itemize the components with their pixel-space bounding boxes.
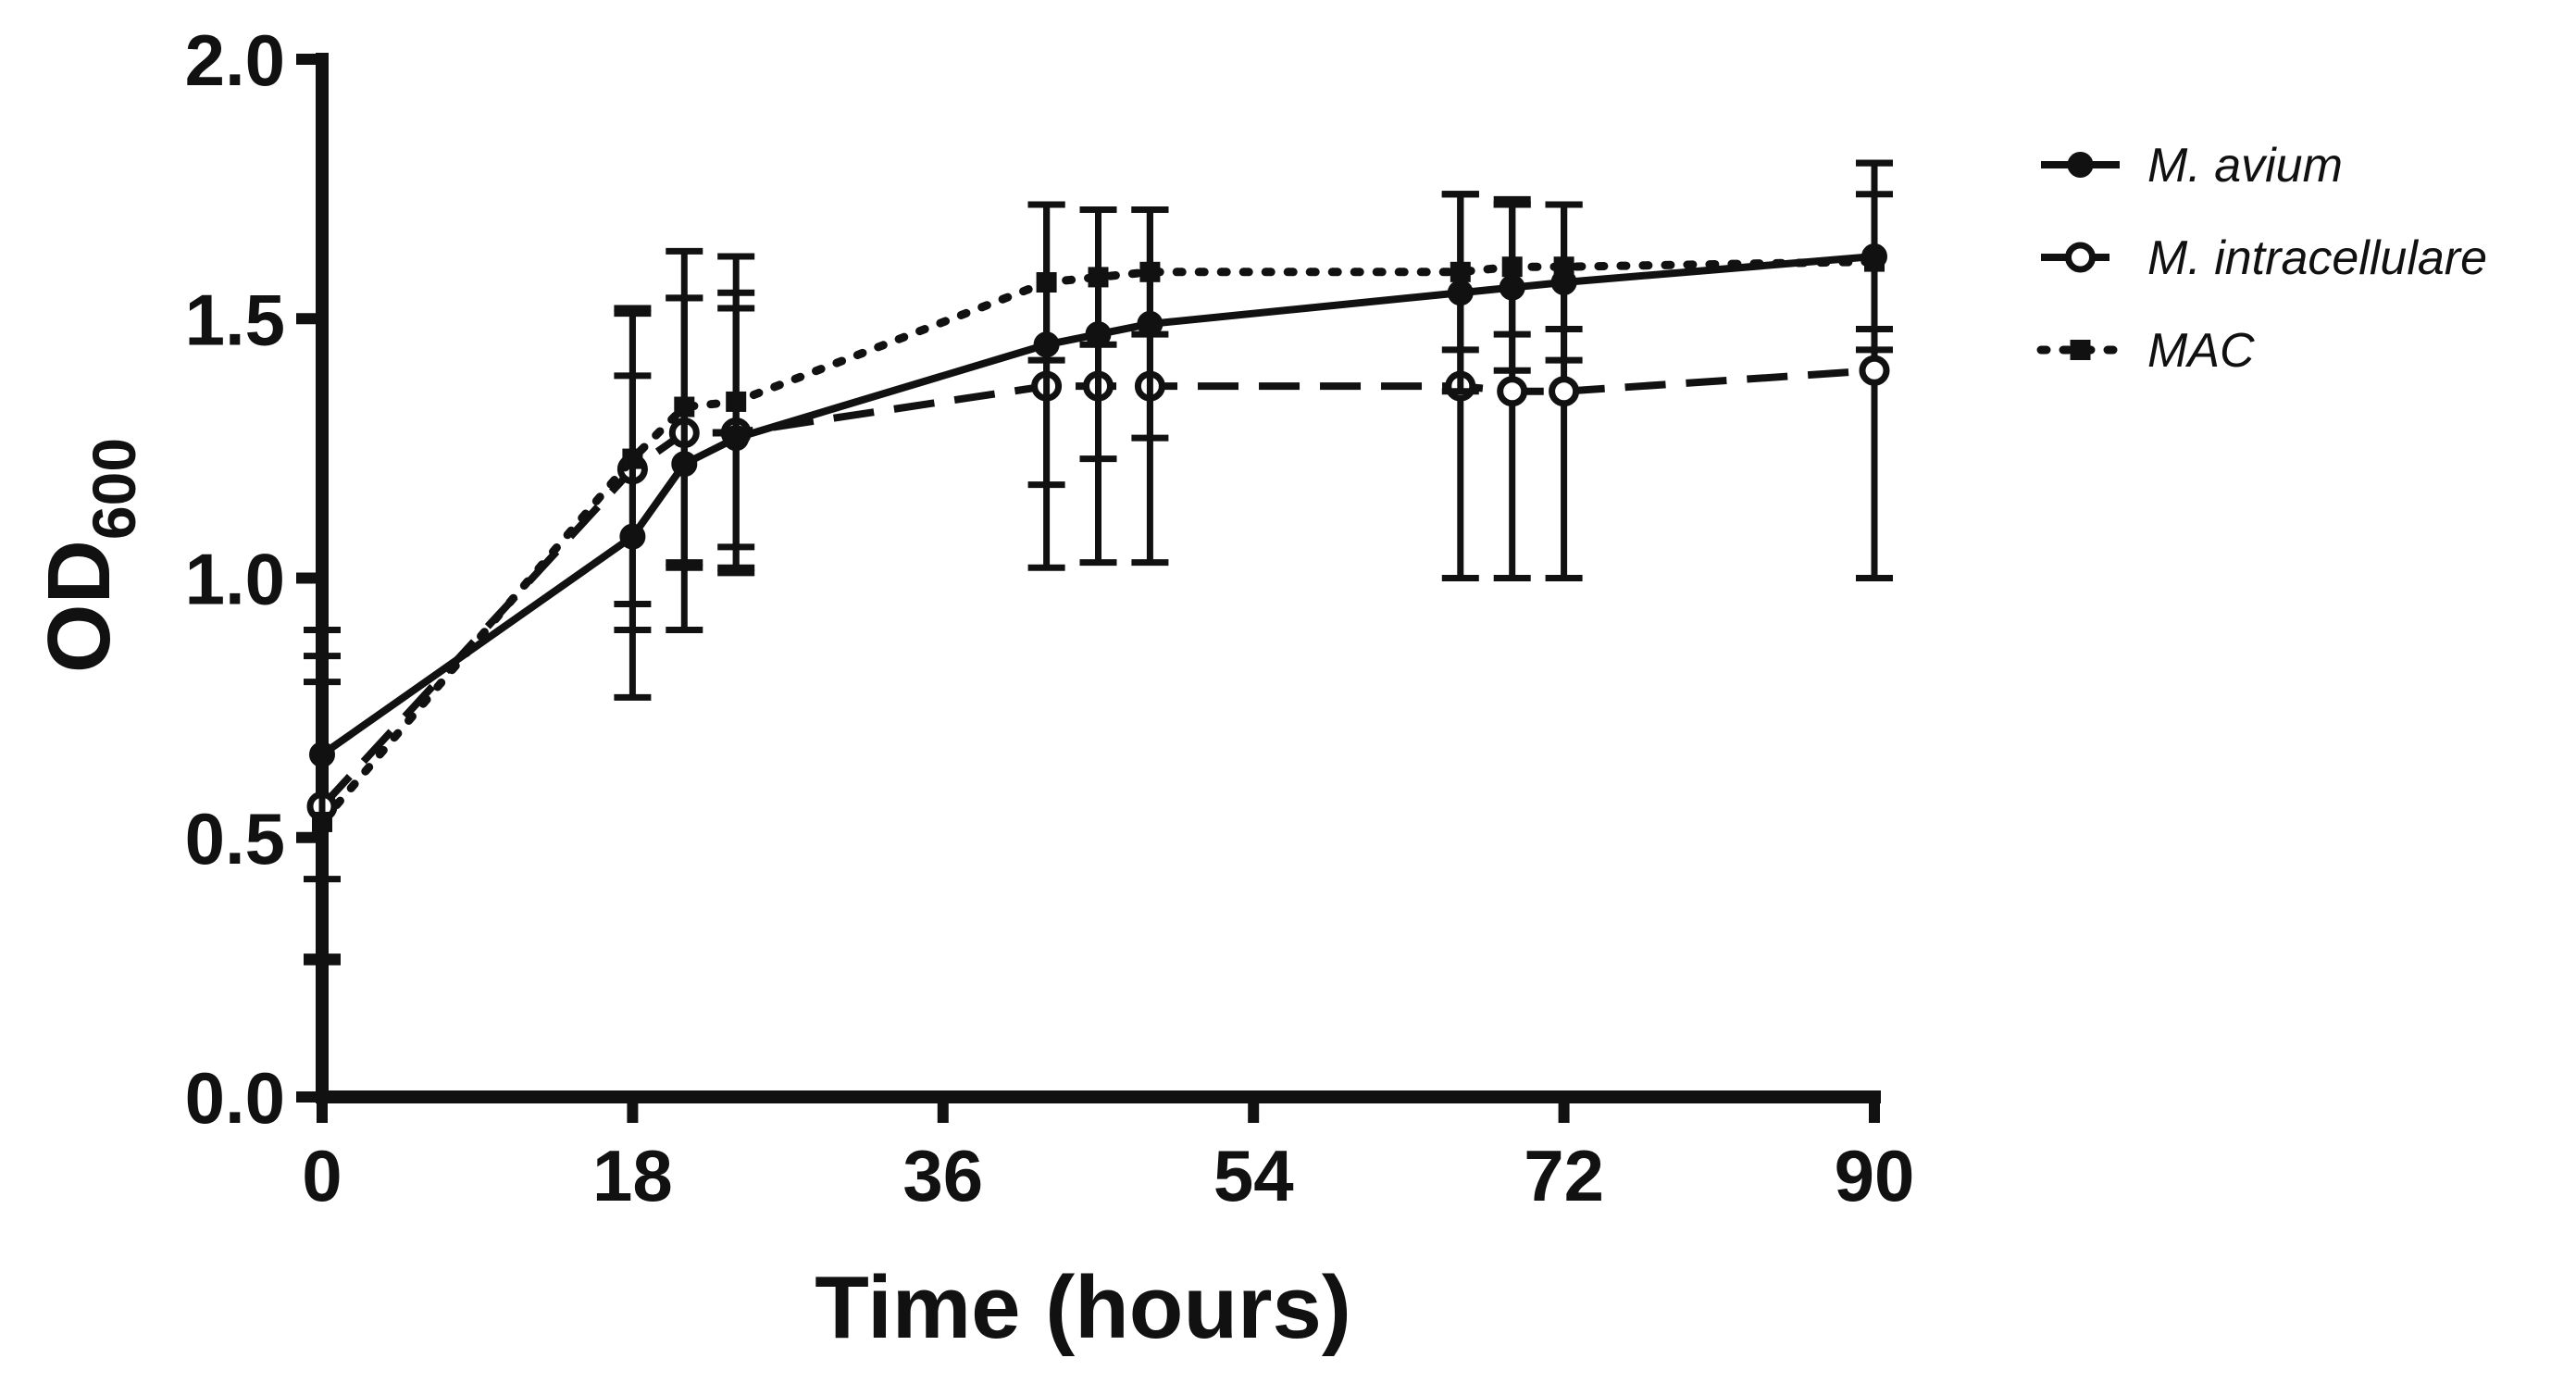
data-point-marker: [1497, 376, 1528, 407]
data-point-marker: [1550, 269, 1577, 296]
legend-item: M. avium: [2041, 139, 2343, 193]
data-point-marker: [1861, 243, 1887, 269]
data-point-marker: [1033, 331, 1060, 358]
series-m-avium: [304, 159, 1893, 883]
y-tick-label: 0.0: [185, 1057, 285, 1139]
data-point-marker: [1859, 355, 1890, 386]
x-axis-ticks: 0 18 36 54 72 90: [302, 1097, 1914, 1216]
x-tick-label: 0: [302, 1135, 342, 1216]
x-tick-label: 90: [1835, 1135, 1915, 1216]
x-axis-title: Time (hours): [815, 1258, 1351, 1357]
y-axis-title-main: OD: [30, 540, 129, 673]
data-point-marker: [1447, 280, 1474, 306]
data-point-marker: [2065, 242, 2096, 273]
x-tick-label: 18: [592, 1135, 673, 1216]
legend-label: M. avium: [2147, 139, 2343, 193]
data-point-marker: [1137, 310, 1164, 337]
data-point-marker: [1085, 321, 1112, 348]
y-tick-label: 1.5: [185, 279, 285, 360]
x-tick-label: 72: [1524, 1135, 1604, 1216]
data-point-marker: [671, 451, 698, 478]
series-layer: [304, 159, 1893, 966]
axes: 0.0 0.5 1.0 1.5 2.0 0 18 36 54 72 90: [185, 19, 1915, 1216]
y-axis-title-subscript: 600: [80, 438, 148, 540]
y-tick-label: 2.0: [185, 19, 285, 101]
x-tick-label: 54: [1213, 1135, 1294, 1216]
data-point-marker: [2070, 340, 2091, 360]
y-axis-ticks: 0.0 0.5 1.0 1.5 2.0: [185, 19, 322, 1139]
data-point-marker: [1549, 376, 1580, 407]
legend-item: M. intracellulare: [2041, 231, 2487, 285]
series-line: [317, 257, 1879, 827]
y-axis-title: OD600: [30, 438, 148, 673]
legend: M. avium M. intracellulare MAC: [2036, 139, 2487, 378]
legend-label: M. intracellulare: [2147, 231, 2487, 285]
legend-label: MAC: [2147, 324, 2255, 378]
data-point-marker: [2067, 152, 2094, 178]
data-point-marker: [1499, 274, 1525, 301]
legend-item: MAC: [2036, 324, 2255, 378]
data-point-marker: [309, 741, 335, 768]
data-point-marker: [723, 425, 750, 452]
y-tick-label: 0.5: [185, 798, 285, 879]
data-point-marker: [619, 523, 646, 550]
x-tick-label: 36: [902, 1135, 983, 1216]
y-tick-label: 1.0: [185, 539, 285, 620]
